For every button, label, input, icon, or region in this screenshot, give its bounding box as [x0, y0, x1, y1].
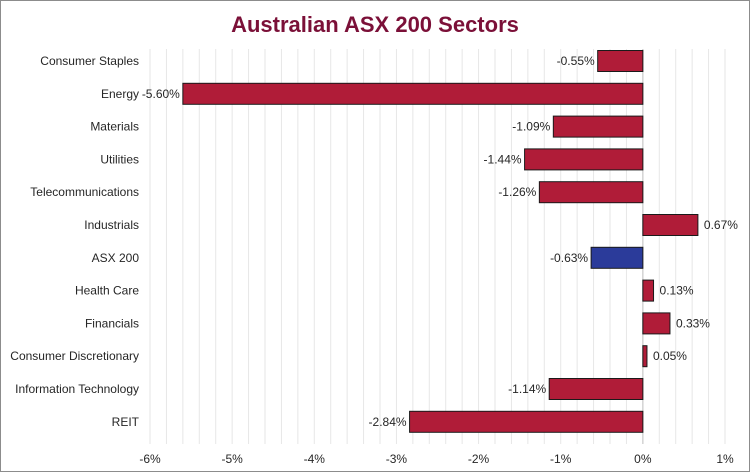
category-label: Industrials	[84, 218, 139, 232]
bar-industrials	[642, 214, 699, 236]
bar-consumer-staples	[597, 50, 644, 72]
x-tick-label: -6%	[139, 452, 161, 466]
bar-energy	[182, 82, 644, 105]
x-axis-tick-labels: -6% -5% -4% -3% -2% -1% 0% 1%	[139, 452, 734, 466]
x-tick-label: -1%	[550, 452, 572, 466]
bar-financials	[642, 312, 671, 335]
x-tick-label: 0%	[634, 452, 652, 466]
x-tick-label: -5%	[221, 452, 243, 466]
category-label: Information Technology	[15, 382, 139, 396]
bar-information-technology	[548, 378, 644, 400]
data-label: -5.60%	[142, 87, 180, 101]
category-label: Energy	[101, 87, 139, 101]
bar-consumer-discretionary	[642, 345, 648, 368]
data-label: -0.55%	[557, 54, 595, 68]
x-tick-label: -4%	[304, 452, 326, 466]
data-label: 0.33%	[676, 316, 710, 330]
bar-utilities	[524, 148, 644, 171]
category-label: Consumer Staples	[40, 54, 139, 68]
category-label: Consumer Discretionary	[10, 349, 139, 363]
category-label: Utilities	[100, 152, 139, 166]
bar-materials	[552, 115, 644, 138]
value-labels: -0.55% -5.60% -1.09% -1.44% -1.26% 0.67% -0.63…	[142, 54, 738, 429]
bar-reit	[409, 410, 644, 433]
gridlines	[149, 49, 726, 444]
category-label: ASX 200	[92, 251, 140, 265]
bars	[182, 50, 699, 433]
data-label: 0.05%	[653, 349, 687, 363]
chart-title: Australian ASX 200 Sectors	[231, 12, 519, 37]
category-label: Telecommunications	[30, 185, 139, 199]
category-label: Health Care	[75, 284, 139, 298]
category-labels: Consumer Staples Energy Materials Utilities…	[10, 54, 139, 429]
data-label: -0.63%	[550, 251, 588, 265]
data-label: -1.44%	[484, 152, 522, 166]
bar-health-care	[642, 279, 655, 302]
x-tick-label: 1%	[716, 452, 734, 466]
data-label: -1.14%	[508, 382, 546, 396]
x-tick-label: -2%	[468, 452, 490, 466]
data-label: -1.26%	[498, 185, 536, 199]
bar-asx-200	[590, 246, 644, 269]
category-label: Financials	[85, 316, 139, 330]
category-label: REIT	[112, 415, 140, 429]
data-label: -2.84%	[369, 415, 407, 429]
bar-telecommunications	[538, 181, 644, 204]
data-label: 0.67%	[704, 218, 738, 232]
data-label: 0.13%	[660, 284, 694, 298]
x-tick-label: -3%	[386, 452, 408, 466]
category-label: Materials	[90, 120, 139, 134]
data-label: -1.09%	[512, 120, 550, 134]
